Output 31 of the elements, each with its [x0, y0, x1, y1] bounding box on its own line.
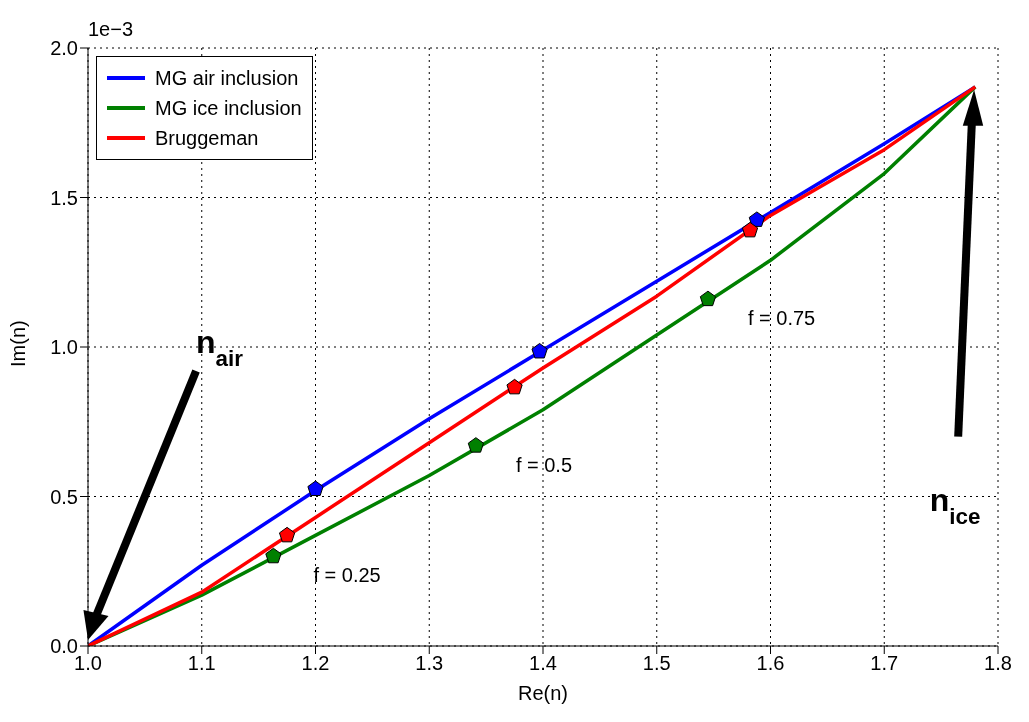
point [467, 437, 484, 453]
point [699, 290, 717, 307]
x-tick-label: 1.7 [870, 652, 899, 675]
x-tick-label: 1.8 [984, 652, 1012, 675]
y-tick-label: 1.0 [50, 336, 78, 359]
point [506, 378, 523, 395]
x-tick-label: 1.1 [187, 652, 216, 675]
x-tick-label: 1.4 [529, 652, 557, 675]
point [265, 547, 282, 564]
legend-label: MG air inclusion [155, 66, 299, 90]
x-axis-title: Re(n) [517, 682, 569, 704]
annotation: n$_{ice}$ [929, 482, 981, 529]
y-tick-label: 0.5 [50, 485, 78, 508]
text: 1e−3 [88, 18, 134, 40]
point [531, 342, 548, 359]
annotation: n$_{air}$ [196, 323, 244, 371]
y-tick-label: 1.5 [50, 186, 78, 209]
y-axis-title: Im(n) [7, 320, 30, 367]
x-tick-label: 1.6 [756, 652, 785, 675]
point [741, 221, 759, 238]
annotation: f = 0.5 [515, 453, 573, 476]
x-tick-label: 1.5 [642, 652, 671, 675]
legend-label: Bruggeman [155, 126, 259, 150]
annotation: f = 0.75 [747, 307, 816, 330]
x-tick-label: 1.3 [415, 652, 444, 675]
y-tick-label: 2.0 [50, 37, 78, 60]
point [278, 526, 296, 543]
x-tick-label: 1.2 [301, 652, 330, 675]
point [307, 480, 324, 496]
legend-label: MG ice inclusion [155, 96, 302, 120]
point [748, 211, 765, 227]
